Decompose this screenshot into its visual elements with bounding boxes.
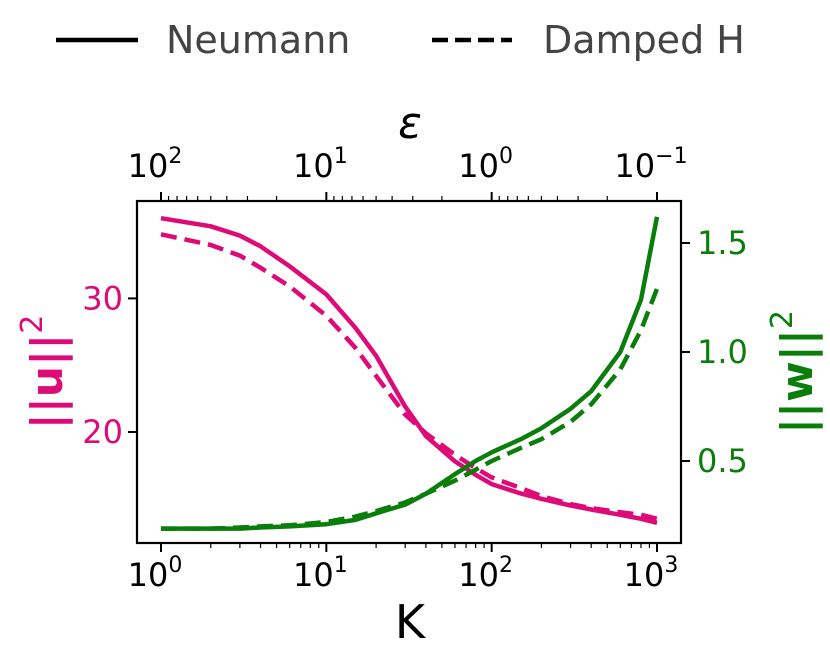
legend-label-damped-h: Damped H: [543, 18, 745, 62]
left-axis-label-exponent: 2: [15, 315, 50, 334]
top-tick-base: 10: [614, 147, 655, 185]
bottom-tick-exp: 1: [334, 553, 348, 578]
top-tick-exp: 2: [168, 144, 182, 169]
legend: Neumann Damped H: [56, 18, 745, 62]
top-tick-label: 101: [293, 144, 348, 185]
top-tick-label: 100: [458, 144, 513, 185]
bottom-tick-base: 10: [293, 556, 334, 594]
series-line-u-neumann: [160, 215, 658, 525]
bottom-tick-base: 10: [624, 556, 665, 594]
bottom-tick-base: 10: [458, 556, 499, 594]
bottom-axis-label: K: [395, 595, 427, 649]
bottom-tick-label: 100: [128, 553, 183, 594]
series-line-u-damped-h: [160, 232, 658, 521]
left-tick-label: 30: [82, 279, 123, 317]
bottom-tick-base: 10: [128, 556, 169, 594]
svg-text:||u||2: ||u||2: [15, 315, 73, 430]
right-axis: 0.5 1.0 1.5: [681, 224, 748, 480]
bottom-tick-exp: 3: [664, 553, 678, 578]
top-axis: 102 101 100 10−1: [128, 144, 688, 201]
svg-text:||w||2: ||w||2: [765, 310, 823, 434]
top-tick-label: 102: [128, 144, 183, 185]
left-tick-label: 20: [82, 413, 123, 451]
legend-label-neumann: Neumann: [166, 18, 350, 62]
series-layer: [160, 215, 660, 531]
plot-frame: [135, 199, 683, 545]
bottom-tick-exp: 2: [499, 553, 513, 578]
right-axis-label-text: ||w||: [772, 329, 823, 434]
bottom-tick-label: 103: [624, 553, 679, 594]
left-axis-label: ||u||2: [15, 315, 73, 430]
right-axis-label: ||w||2: [765, 310, 823, 434]
right-tick-label: 1.5: [697, 224, 748, 262]
bottom-tick-label: 101: [293, 553, 348, 594]
top-axis-label: ε: [398, 98, 422, 149]
bottom-tick-exp: 0: [168, 553, 182, 578]
series-line-w-damped-h: [161, 287, 660, 531]
top-tick-exp: 1: [334, 144, 348, 169]
top-tick-exp: −1: [655, 144, 687, 169]
bottom-tick-label: 102: [458, 553, 513, 594]
bottom-axis: 100 101 102 103: [128, 543, 679, 594]
top-tick-base: 10: [293, 147, 334, 185]
top-tick-base: 10: [128, 147, 169, 185]
top-tick-label: 10−1: [614, 144, 687, 185]
right-axis-label-exponent: 2: [765, 310, 800, 329]
right-tick-label: 1.0: [697, 333, 748, 371]
left-axis-label-text: ||u||: [22, 334, 73, 430]
top-tick-base: 10: [458, 147, 499, 185]
right-tick-label: 0.5: [697, 442, 748, 480]
top-tick-exp: 0: [499, 144, 513, 169]
series-line-w-neumann: [161, 216, 660, 531]
